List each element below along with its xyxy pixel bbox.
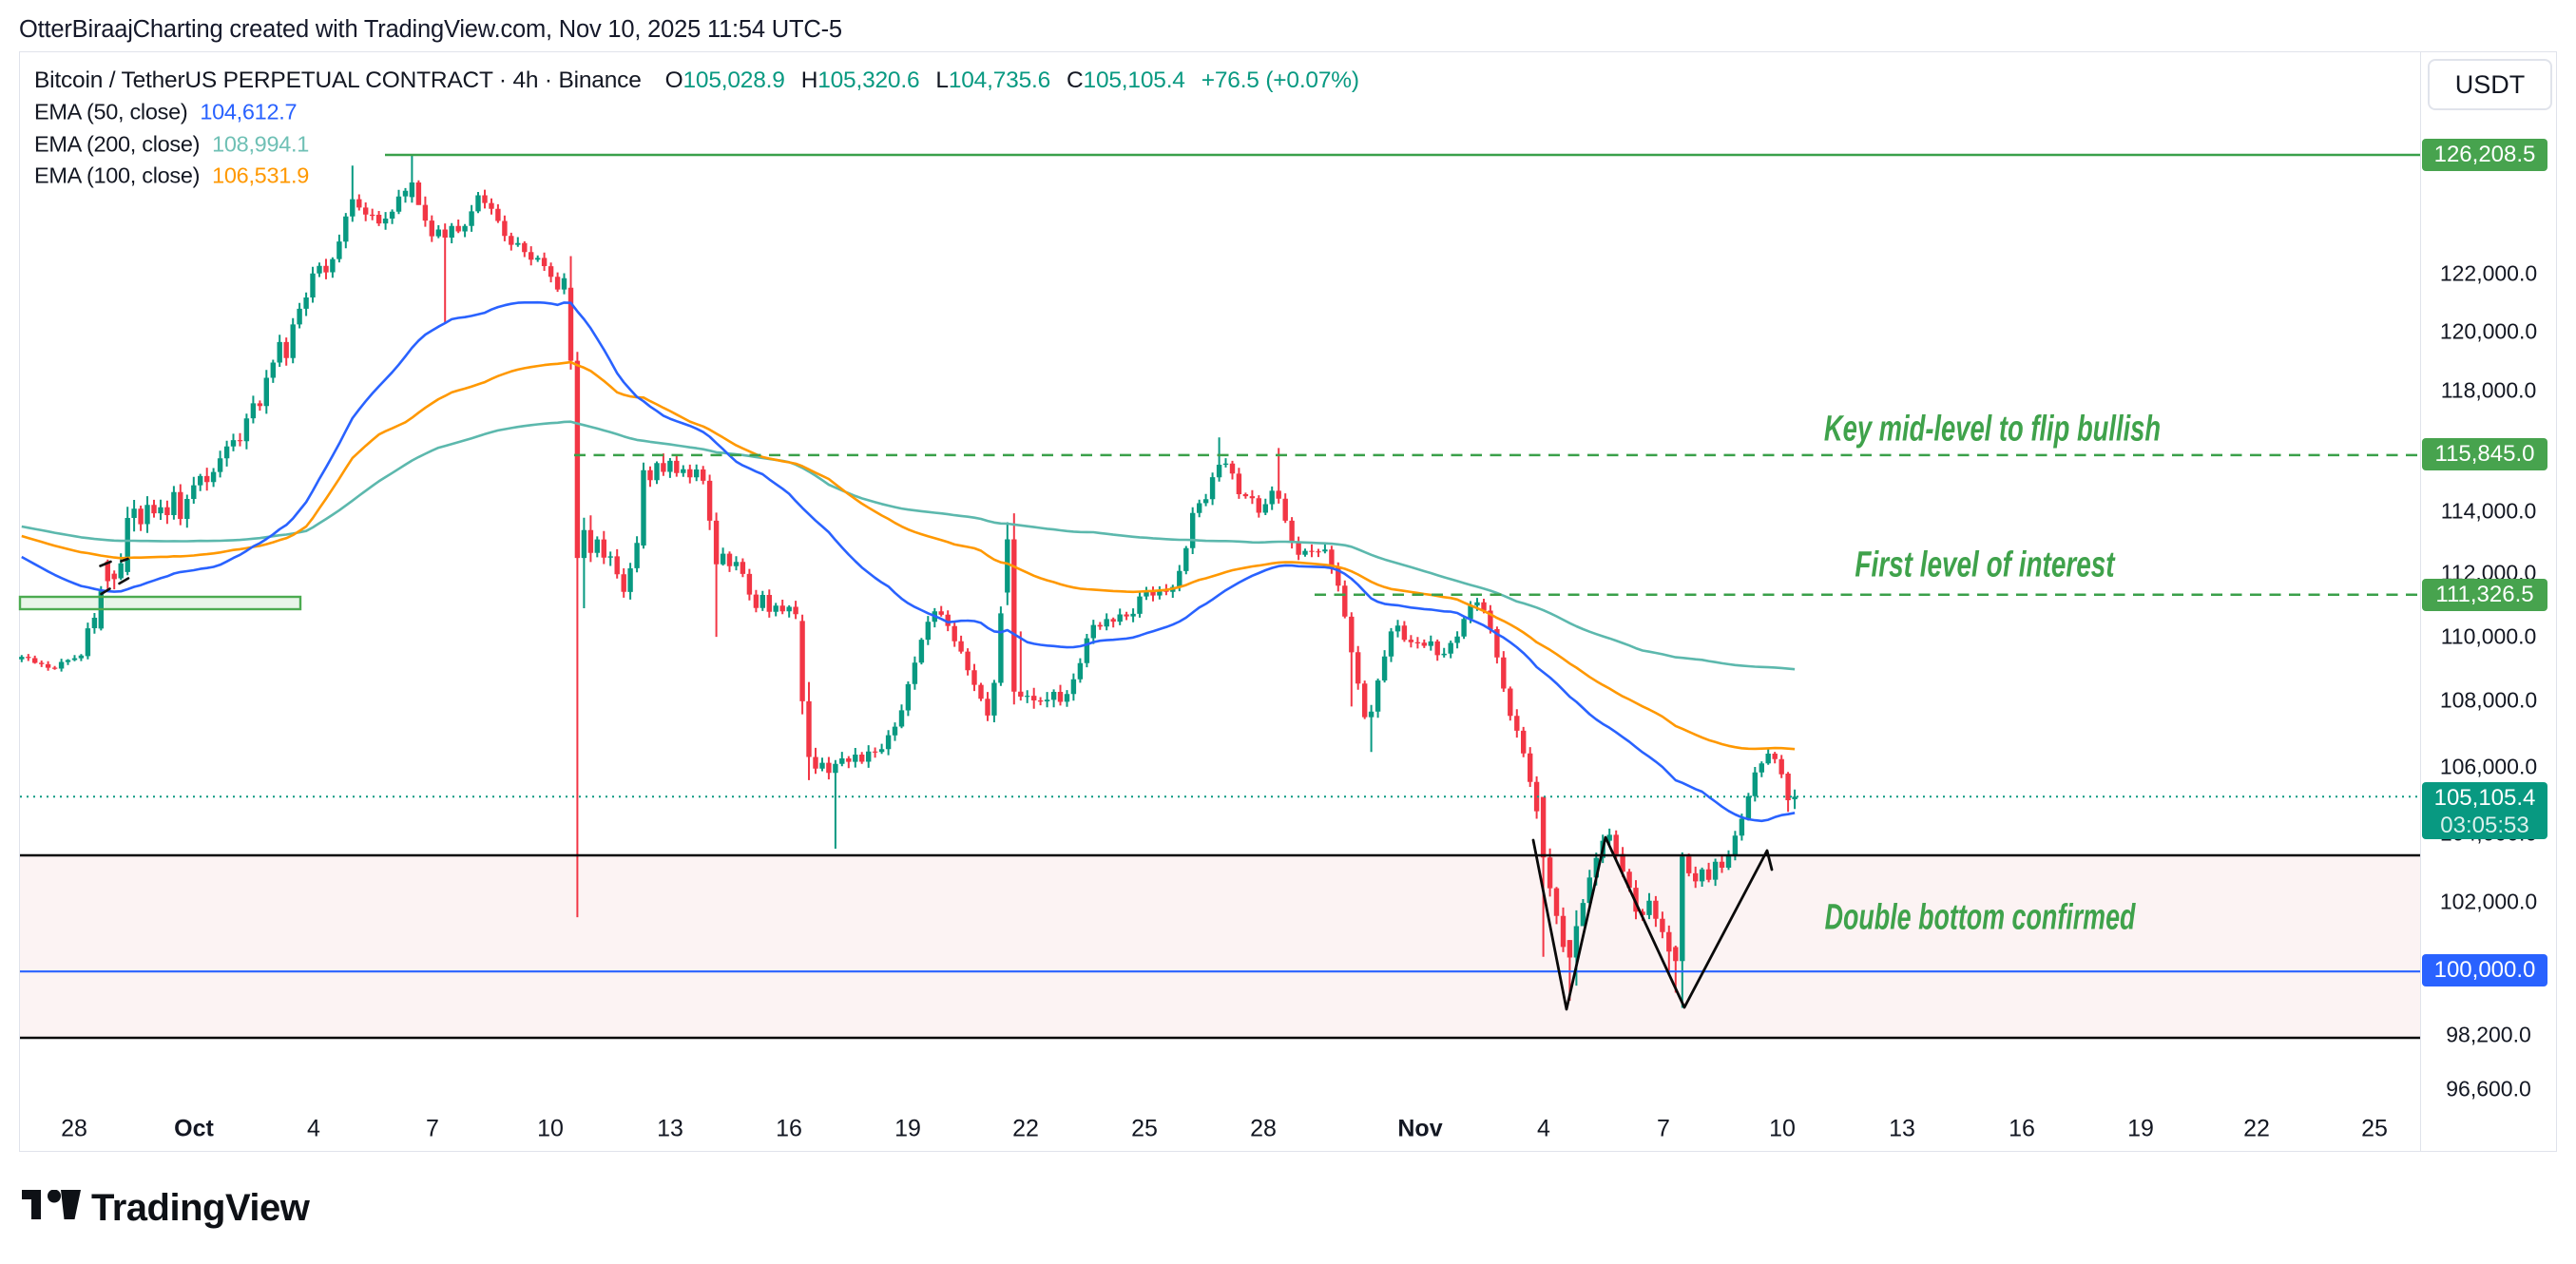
svg-text:TradingView: TradingView (91, 1190, 311, 1229)
